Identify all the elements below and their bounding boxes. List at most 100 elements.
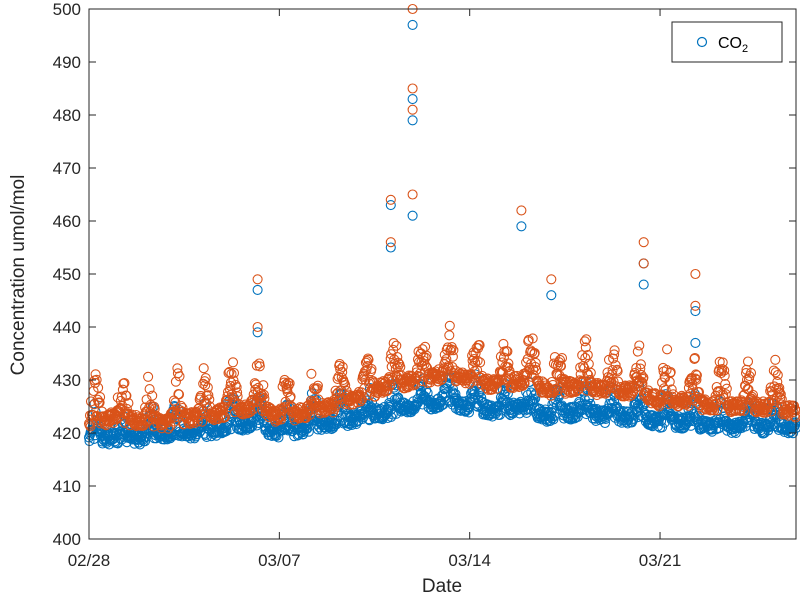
data-point xyxy=(609,349,620,360)
data-point xyxy=(768,398,779,409)
data-point xyxy=(174,371,185,382)
peak-point xyxy=(546,290,557,301)
data-point xyxy=(660,384,671,395)
data-point xyxy=(520,405,531,416)
data-point xyxy=(657,390,668,401)
data-point xyxy=(502,346,513,357)
x-tick-label: 03/07 xyxy=(258,551,301,570)
data-point xyxy=(144,384,155,395)
data-point xyxy=(737,401,748,412)
data-point xyxy=(717,363,728,375)
data-point xyxy=(574,375,585,386)
data-point xyxy=(690,369,701,380)
data-point xyxy=(447,351,458,362)
data-point xyxy=(605,382,616,394)
data-point xyxy=(204,394,215,405)
data-point xyxy=(421,350,432,361)
data-point xyxy=(466,392,477,403)
data-point xyxy=(144,402,155,413)
y-tick-label: 470 xyxy=(53,159,81,178)
data-point xyxy=(683,400,694,411)
data-point xyxy=(444,320,455,331)
data-point xyxy=(123,398,134,409)
data-point xyxy=(503,358,514,369)
data-point xyxy=(527,333,538,344)
data-point xyxy=(473,386,484,397)
data-point xyxy=(580,342,591,353)
data-point xyxy=(437,370,448,382)
peak-point xyxy=(385,242,396,253)
data-point xyxy=(173,389,185,400)
data-point xyxy=(549,385,560,396)
data-point xyxy=(250,379,261,390)
data-point xyxy=(720,379,731,390)
data-point xyxy=(232,387,243,398)
peak-point xyxy=(516,221,527,232)
data-point xyxy=(609,345,620,356)
data-point xyxy=(222,391,233,402)
data-point xyxy=(528,398,539,409)
data-point xyxy=(217,405,228,416)
data-point xyxy=(447,383,458,394)
data-point xyxy=(476,392,487,403)
data-point xyxy=(386,411,397,422)
y-axis-title: Concentration umol/mol xyxy=(8,175,29,376)
legend-label-subscript: 2 xyxy=(742,43,748,55)
data-point xyxy=(721,383,732,394)
data-point xyxy=(666,384,677,395)
data-point xyxy=(363,354,374,365)
data-point xyxy=(579,336,590,347)
data-point xyxy=(770,354,781,365)
peak-point xyxy=(252,284,263,295)
data-point xyxy=(467,355,478,366)
peak-point xyxy=(407,19,418,30)
data-point xyxy=(707,424,718,435)
data-point xyxy=(789,411,800,422)
data-point xyxy=(717,357,728,368)
data-point xyxy=(245,422,256,433)
data-point xyxy=(420,341,431,352)
legend: CO2 xyxy=(671,21,783,63)
data-point xyxy=(578,360,589,372)
data-point xyxy=(356,394,367,405)
data-point xyxy=(693,387,705,398)
data-point xyxy=(225,380,236,392)
data-point xyxy=(357,413,368,425)
data-point xyxy=(285,391,296,402)
data-point xyxy=(172,363,183,374)
data-point xyxy=(117,384,128,395)
data-point xyxy=(775,389,786,400)
data-point xyxy=(665,367,676,378)
data-point xyxy=(788,407,799,418)
peak-point xyxy=(407,94,418,105)
data-point xyxy=(783,410,794,421)
peak-point xyxy=(690,337,701,348)
peak-point xyxy=(252,327,263,338)
data-point xyxy=(554,354,566,365)
data-point xyxy=(719,365,730,376)
data-point xyxy=(258,389,269,400)
data-point xyxy=(143,371,154,382)
data-point xyxy=(147,390,158,401)
data-point xyxy=(219,412,230,423)
data-point xyxy=(555,361,567,372)
data-point xyxy=(628,386,639,397)
y-tick-label: 440 xyxy=(53,318,81,337)
data-point xyxy=(635,363,646,374)
data-point xyxy=(598,387,609,398)
data-point xyxy=(353,390,364,401)
x-tick-label: 03/14 xyxy=(448,551,491,570)
data-point xyxy=(662,344,673,355)
data-point xyxy=(93,382,104,393)
data-point xyxy=(788,400,800,411)
data-point xyxy=(221,425,232,437)
data-point xyxy=(306,368,317,379)
data-point xyxy=(635,359,646,370)
data-point xyxy=(609,396,620,407)
data-point xyxy=(772,376,783,387)
series-1 xyxy=(83,3,800,434)
peak-point xyxy=(407,83,418,94)
data-point xyxy=(658,366,669,377)
data-point xyxy=(444,330,455,341)
